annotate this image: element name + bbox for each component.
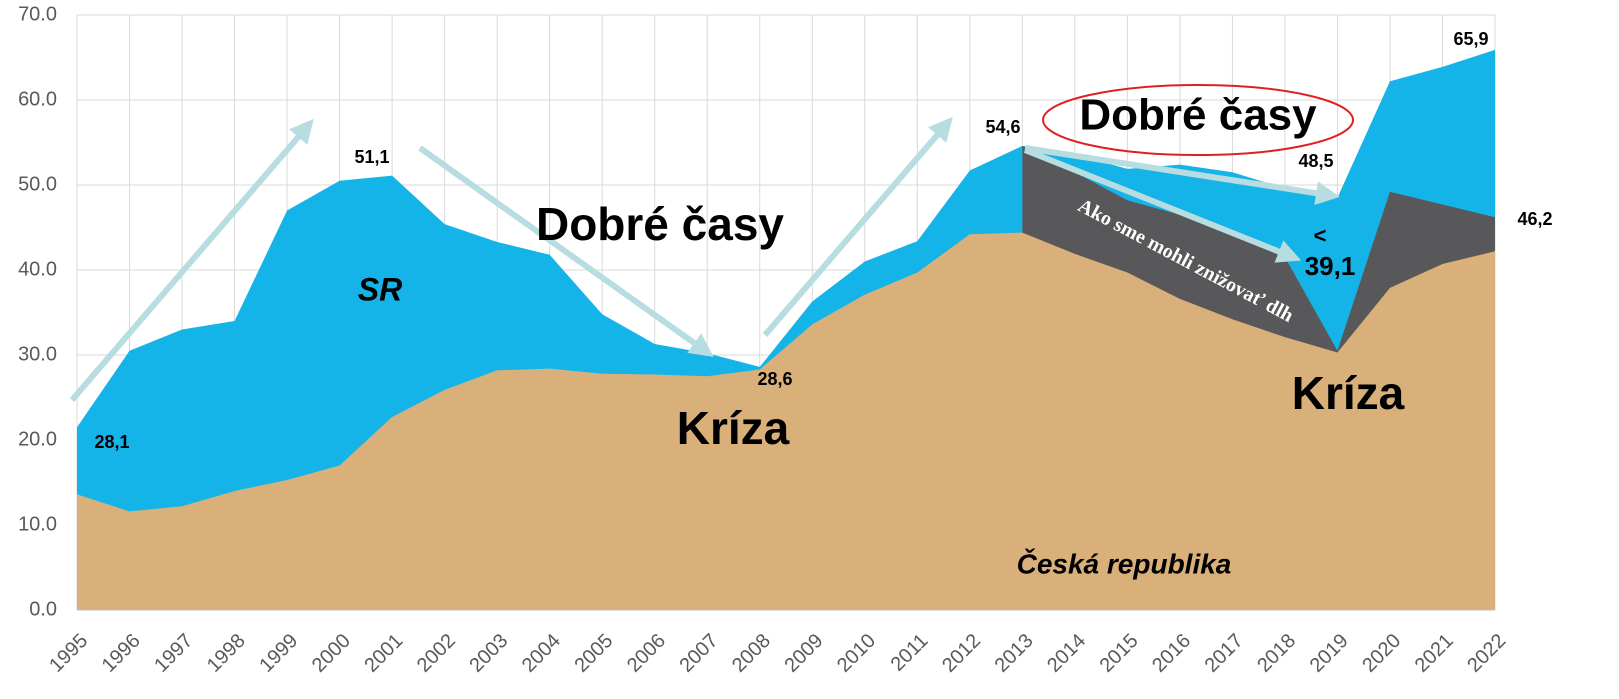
y-tick-label: 40.0 — [18, 258, 57, 280]
x-tick-label: 2002 — [413, 630, 460, 677]
area — [77, 232, 1495, 610]
x-tick-label: 2008 — [728, 630, 775, 677]
x-tick-label: 2005 — [570, 630, 617, 677]
series-label: SR — [358, 271, 402, 307]
y-tick-label: 60.0 — [18, 88, 57, 110]
x-tick-label: 2011 — [887, 630, 933, 676]
x-tick-label: 2003 — [465, 630, 512, 677]
x-tick-label: 2001 — [360, 630, 407, 677]
x-tick-label: 1995 — [45, 630, 92, 677]
x-tick-label: 2007 — [675, 630, 722, 677]
y-tick-label: 10.0 — [18, 513, 57, 535]
annotation: 28,6 — [757, 369, 792, 389]
arrow — [69, 118, 314, 402]
x-tick-label: 2014 — [1043, 630, 1090, 677]
arrows — [69, 116, 1340, 402]
annotation: < — [1314, 223, 1327, 248]
x-tick-label: 2022 — [1463, 630, 1510, 677]
x-tick-label: 2009 — [781, 630, 828, 677]
x-tick-label: 1996 — [98, 630, 145, 677]
highlight-ellipse — [1042, 84, 1354, 156]
areas — [77, 49, 1495, 611]
x-tick-label: 2021 — [1411, 630, 1458, 677]
annotation: 46,2 — [1517, 209, 1552, 229]
x-tick-label: 2012 — [938, 630, 985, 677]
annotation: Kríza — [677, 402, 790, 454]
x-tick-label: 1998 — [203, 630, 250, 677]
series-label: Česká republika — [1017, 547, 1232, 579]
arrow — [762, 116, 953, 337]
y-tick-label: 0.0 — [29, 598, 57, 620]
x-tick-label: 2004 — [518, 630, 565, 677]
x-tick-label: 1997 — [150, 630, 197, 677]
arrow — [1023, 147, 1302, 263]
y-tick-label: 20.0 — [18, 428, 57, 450]
annotation: Dobré časy — [1079, 91, 1317, 140]
x-tick-label: 2000 — [308, 630, 355, 677]
x-tick-label: 2010 — [833, 630, 880, 677]
x-tick-label: 2016 — [1148, 630, 1195, 677]
x-tick-label: 2018 — [1253, 630, 1300, 677]
x-tick-label: 2013 — [991, 630, 1038, 677]
annotation: 48,5 — [1298, 151, 1333, 171]
arrow — [1024, 145, 1340, 206]
annotation: 28,1 — [94, 432, 129, 452]
arrow — [418, 145, 714, 357]
y-tick-label: 70.0 — [18, 3, 57, 25]
annotation: Kríza — [1292, 367, 1405, 419]
annotation: 39,1 — [1305, 251, 1356, 281]
y-tick-label: 30.0 — [18, 343, 57, 365]
y-tick-label: 50.0 — [18, 173, 57, 195]
x-tick-label: 2019 — [1306, 630, 1353, 677]
annotation: 54,6 — [985, 117, 1020, 137]
annotation: 65,9 — [1453, 29, 1488, 49]
x-tick-label: 2015 — [1096, 630, 1143, 677]
annotation: Dobré časy — [536, 198, 784, 250]
x-tick-label: 2006 — [623, 630, 670, 677]
x-tick-label: 1999 — [255, 630, 302, 677]
x-tick-label: 2020 — [1358, 630, 1405, 677]
annotation: 51,1 — [354, 147, 389, 167]
x-tick-label: 2017 — [1201, 630, 1248, 677]
